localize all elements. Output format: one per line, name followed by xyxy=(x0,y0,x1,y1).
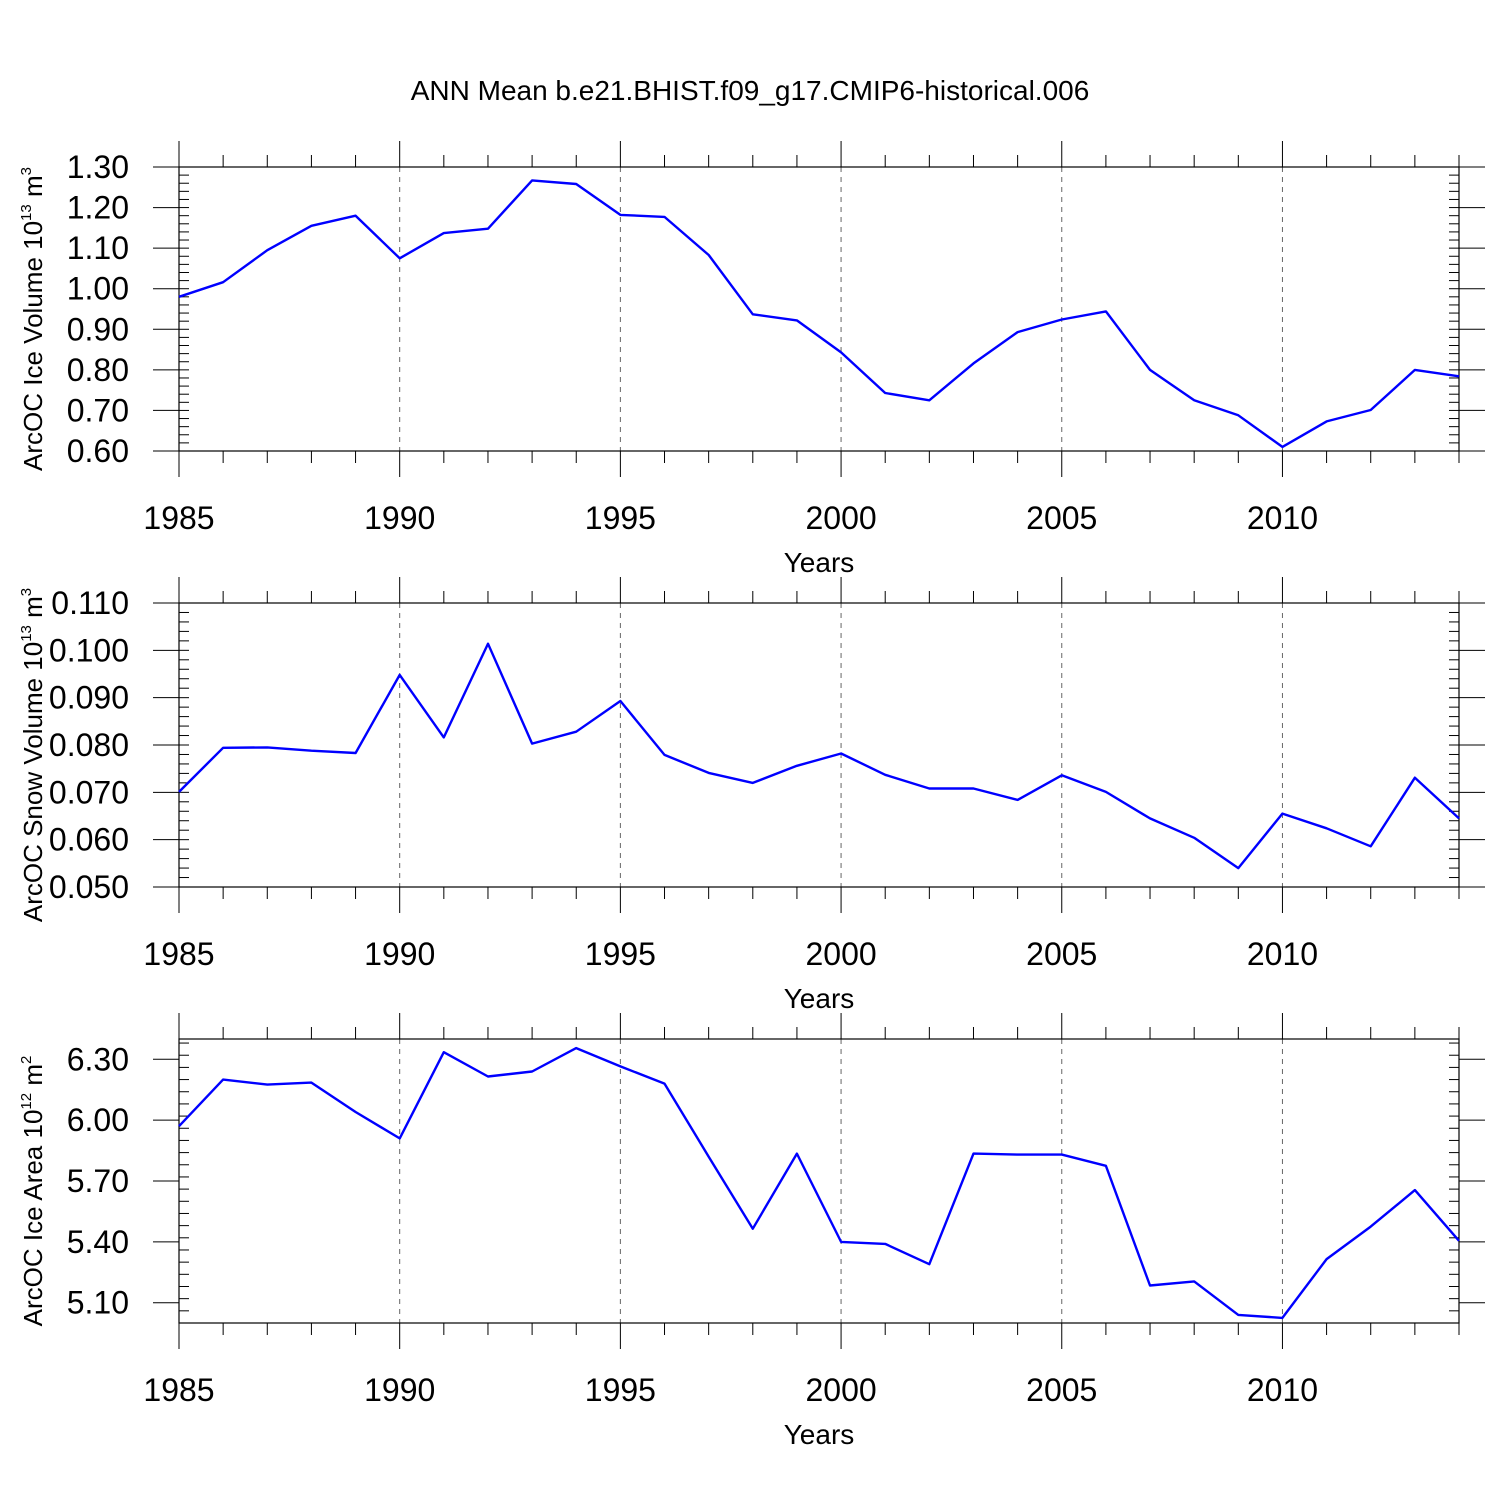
y-axis-label-exponent: 13 xyxy=(18,204,35,221)
y-axis-label-exponent: 13 xyxy=(18,625,35,642)
y-axis-label-text: ArcOC Ice Area 10 xyxy=(18,1110,48,1327)
y-tick-label: 0.80 xyxy=(67,352,129,388)
y-tick-label: 5.10 xyxy=(67,1285,129,1321)
x-axis-label: Years xyxy=(784,1419,855,1450)
x-tick-label: 1985 xyxy=(143,1372,214,1408)
x-tick-label: 1990 xyxy=(364,1372,435,1408)
y-tick-label: 1.20 xyxy=(67,190,129,226)
y-tick-label: 0.110 xyxy=(51,585,129,621)
y-tick-label: 0.090 xyxy=(49,680,129,716)
x-tick-label: 1990 xyxy=(364,936,435,972)
y-tick-label: 6.00 xyxy=(67,1102,129,1138)
x-tick-label: 2005 xyxy=(1026,500,1097,536)
x-tick-label: 1985 xyxy=(143,500,214,536)
x-axis-label: Years xyxy=(784,547,855,578)
y-tick-label: 0.050 xyxy=(49,869,129,905)
y-axis-label-text: ArcOC Snow Volume 10 xyxy=(18,642,48,922)
x-tick-label: 1985 xyxy=(143,936,214,972)
y-axis-label-text: ArcOC Ice Volume 10 xyxy=(18,221,48,471)
y-tick-label: 0.070 xyxy=(49,774,129,810)
x-tick-label: 2005 xyxy=(1026,1372,1097,1408)
y-tick-label: 0.70 xyxy=(67,392,129,428)
y-tick-label: 0.060 xyxy=(49,822,129,858)
chart-panel-2: 0.050 0.060 0.070 0.080 0.090 0.100 0.110 1985 1… xyxy=(18,577,1485,1014)
y-axis-label: ArcOC Ice Area 1012 m2 xyxy=(18,1056,48,1327)
plot-frame xyxy=(178,602,1460,888)
y-tick-label: 1.00 xyxy=(67,271,129,307)
y-tick-label: 1.10 xyxy=(67,230,129,266)
y-tick-label: 0.60 xyxy=(67,433,129,469)
y-axis-label-unit-exponent: 3 xyxy=(18,588,35,596)
y-tick-label: 1.30 xyxy=(67,149,129,185)
y-axis-label: ArcOC Snow Volume 1013 m3 xyxy=(18,588,48,922)
x-tick-label: 1995 xyxy=(585,936,656,972)
y-axis-label-unit: m xyxy=(18,596,48,625)
y-tick-label: 5.70 xyxy=(67,1163,129,1199)
x-tick-label: 2010 xyxy=(1247,500,1318,536)
x-tick-label: 2000 xyxy=(805,1372,876,1408)
y-axis-label-unit-exponent: 2 xyxy=(18,1056,35,1064)
y-axis-label-exponent: 12 xyxy=(18,1093,35,1110)
y-axis-label: ArcOC Ice Volume 1013 m3 xyxy=(18,167,48,471)
y-axis-label-unit: m xyxy=(18,1064,48,1093)
y-tick-label: 5.40 xyxy=(67,1224,129,1260)
x-tick-label: 1995 xyxy=(585,1372,656,1408)
x-tick-label: 2005 xyxy=(1026,936,1097,972)
y-axis-label-unit-exponent: 3 xyxy=(18,167,35,175)
plot-frame xyxy=(178,1038,1460,1324)
x-tick-label: 1990 xyxy=(364,500,435,536)
series-line xyxy=(178,642,1460,870)
x-tick-label: 2010 xyxy=(1247,1372,1318,1408)
series-line xyxy=(178,1046,1460,1320)
y-tick-label: 0.90 xyxy=(67,311,129,347)
chart-title: ANN Mean b.e21.BHIST.f09_g17.CMIP6-histo… xyxy=(411,75,1090,106)
plot-frame xyxy=(178,166,1460,452)
y-tick-label: 0.080 xyxy=(49,727,129,763)
x-axis-label: Years xyxy=(784,983,855,1014)
x-tick-label: 2000 xyxy=(805,500,876,536)
series-line xyxy=(178,179,1460,449)
y-axis-label-unit: m xyxy=(18,175,48,204)
chart-panel-1: 0.60 0.70 0.80 0.90 1.00 1.10 1.20 1.30 1985 1990… xyxy=(18,141,1485,578)
y-tick-label: 0.100 xyxy=(49,632,129,668)
x-tick-label: 2010 xyxy=(1247,936,1318,972)
y-tick-label: 6.30 xyxy=(67,1041,129,1077)
chart-panel-3: 5.10 5.40 5.70 6.00 6.30 1985 1990 1995 2000 2005… xyxy=(18,1013,1485,1450)
x-tick-label: 2000 xyxy=(805,936,876,972)
x-tick-label: 1995 xyxy=(585,500,656,536)
